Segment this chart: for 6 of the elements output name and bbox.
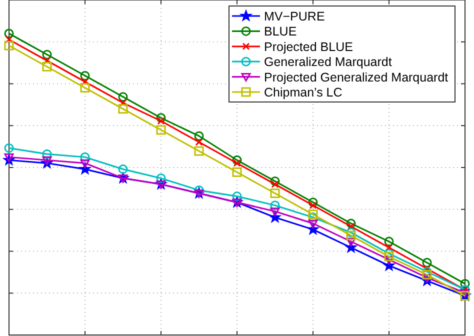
legend-label: MV−PURE [264,10,325,24]
legend-label: Projected BLUE [264,40,353,54]
legend-label: Projected Generalized Marquardt [264,70,449,84]
legend-label: Generalized Marquardt [264,55,392,70]
legend-label: BLUE [264,24,297,39]
legend-label: Chipman’s LC [264,86,342,100]
